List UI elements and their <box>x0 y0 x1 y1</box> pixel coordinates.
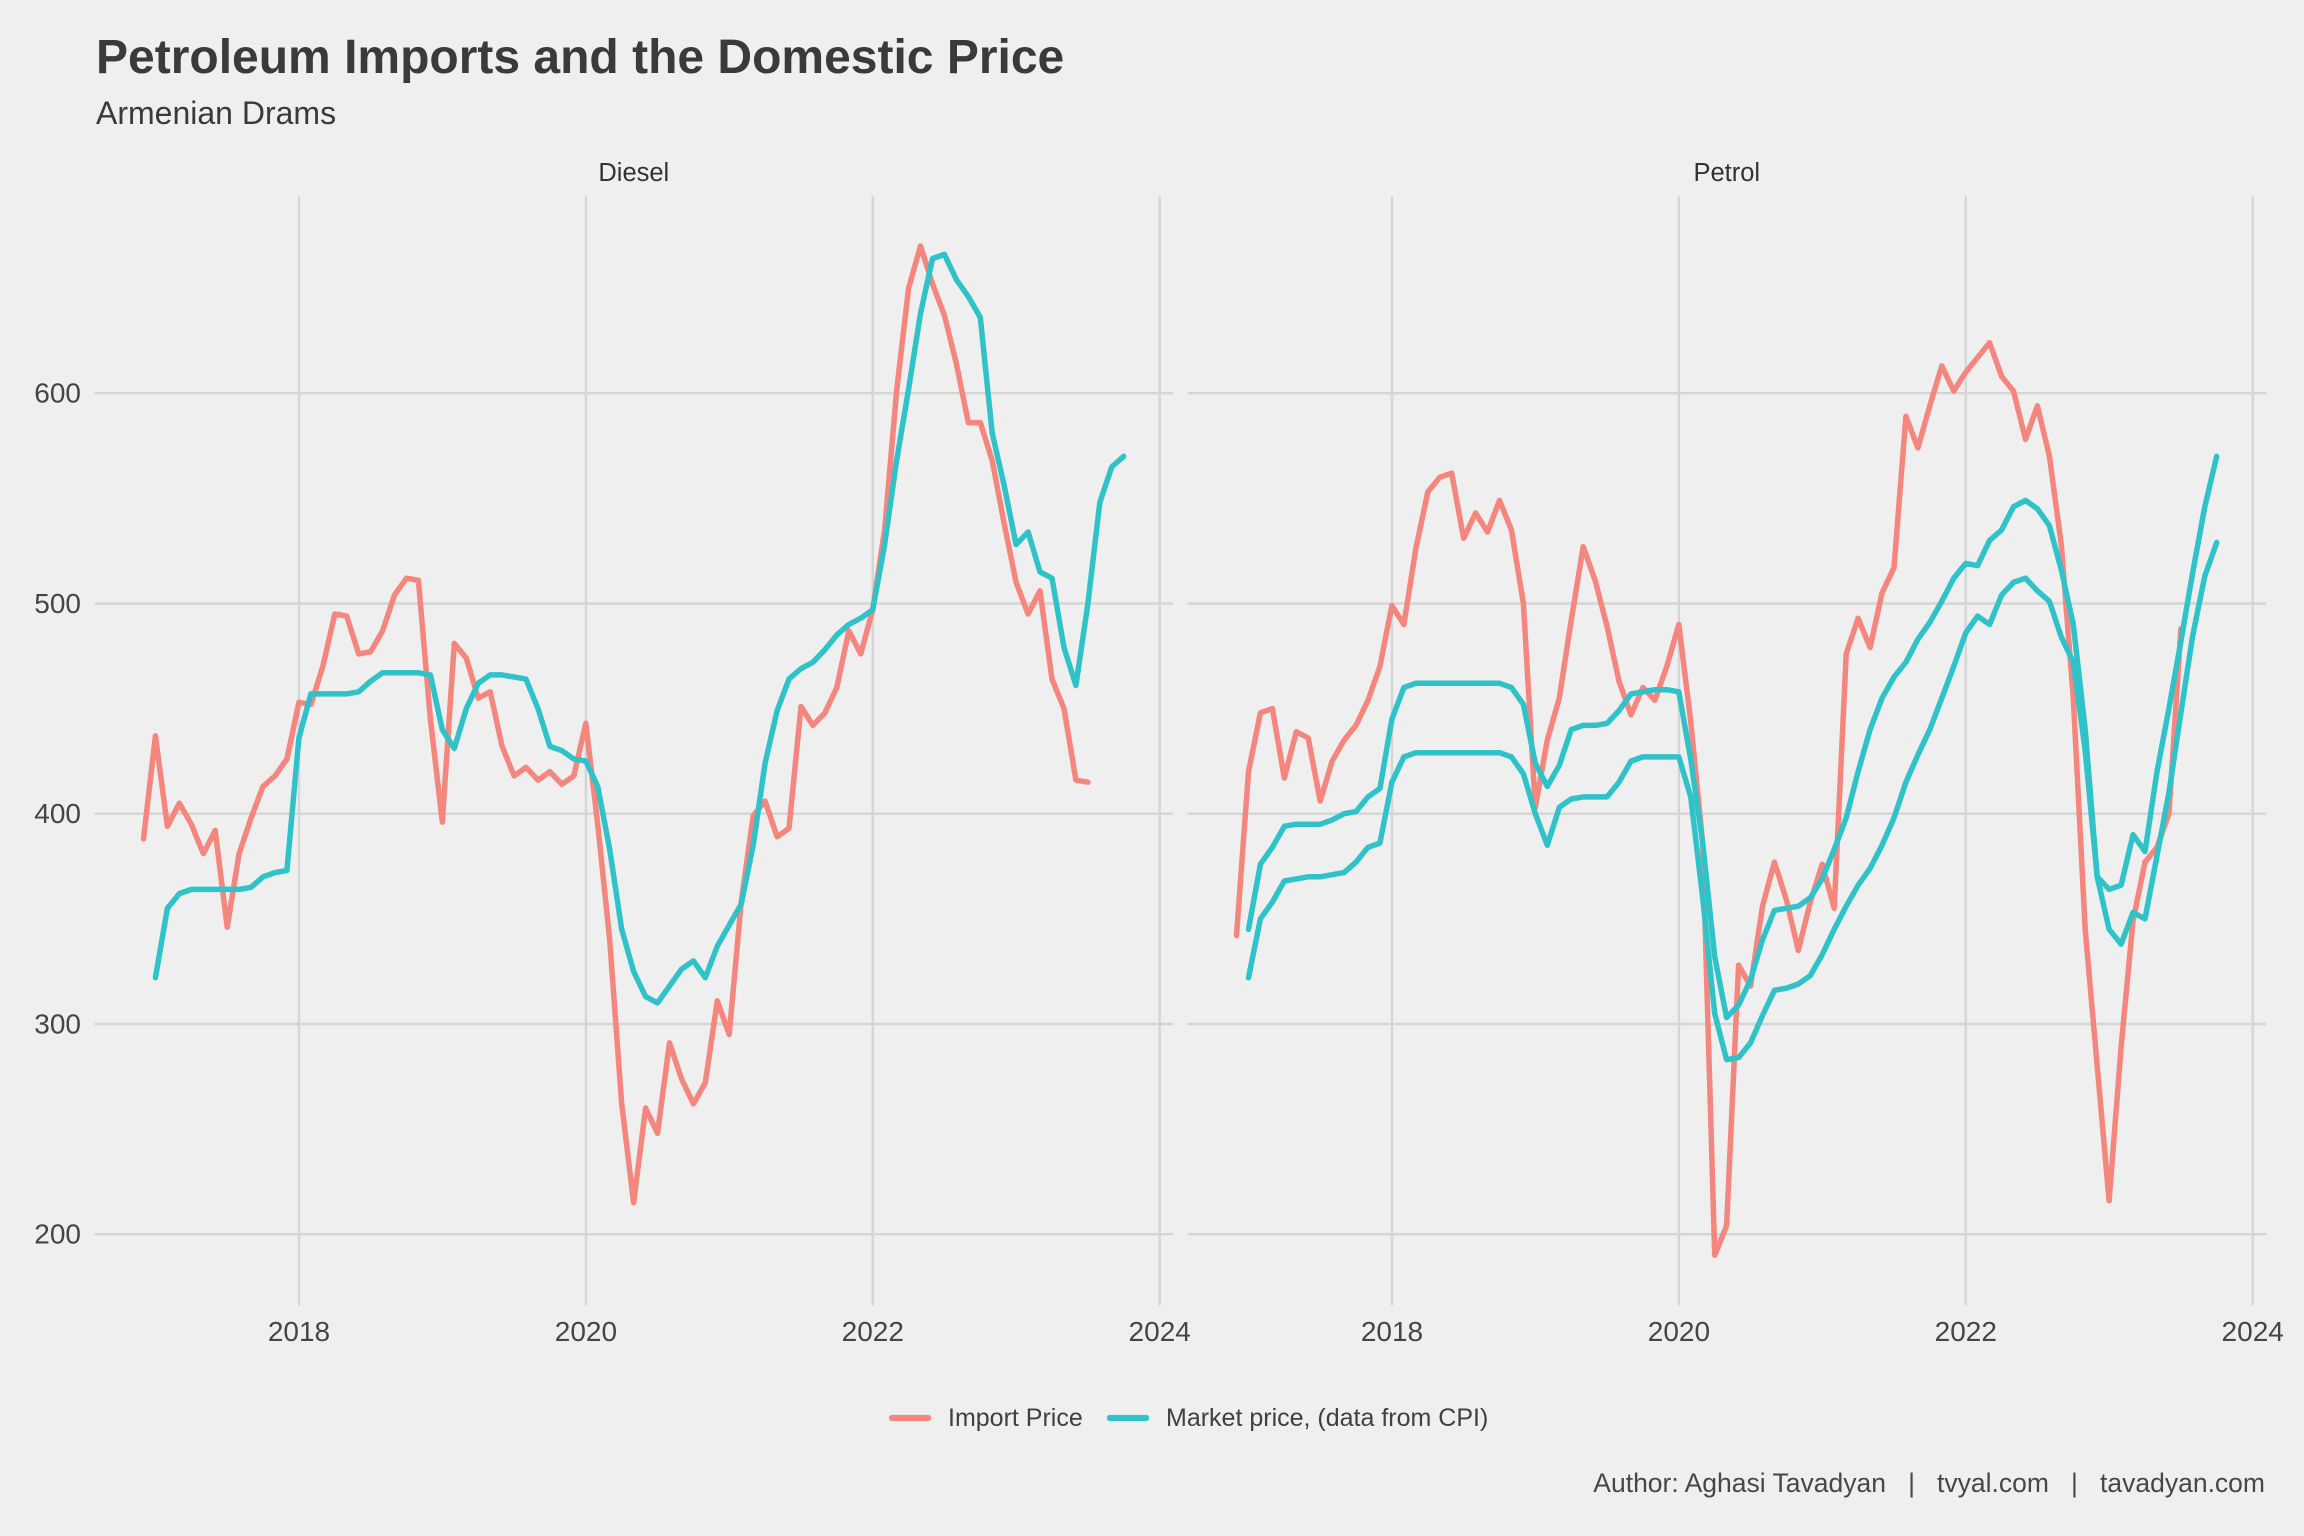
svg-text:2020: 2020 <box>1648 1316 1710 1347</box>
svg-text:2022: 2022 <box>1935 1316 1997 1347</box>
svg-text:300: 300 <box>34 1009 81 1040</box>
svg-text:Diesel: Diesel <box>598 159 669 187</box>
svg-text:Import Price: Import Price <box>948 1404 1083 1432</box>
svg-text:Petrol: Petrol <box>1693 159 1760 187</box>
svg-text:2024: 2024 <box>1129 1316 1191 1347</box>
svg-text:Author: Aghasi Tavadyan |: Author: Aghasi Tavadyan | tvyal.com | ta… <box>1593 1468 2265 1498</box>
svg-text:600: 600 <box>34 378 81 409</box>
svg-text:2022: 2022 <box>842 1316 904 1347</box>
svg-text:Armenian Drams: Armenian Drams <box>96 95 336 131</box>
svg-text:500: 500 <box>34 588 81 619</box>
svg-text:2018: 2018 <box>268 1316 330 1347</box>
svg-text:Market price, (data from CPI): Market price, (data from CPI) <box>1166 1404 1488 1432</box>
svg-text:2024: 2024 <box>2222 1316 2284 1347</box>
svg-text:Petroleum Imports and the Dome: Petroleum Imports and the Domestic Price <box>96 31 1064 84</box>
svg-text:2018: 2018 <box>1361 1316 1423 1347</box>
svg-text:200: 200 <box>34 1219 81 1250</box>
svg-text:400: 400 <box>34 798 81 829</box>
svg-text:2020: 2020 <box>555 1316 617 1347</box>
